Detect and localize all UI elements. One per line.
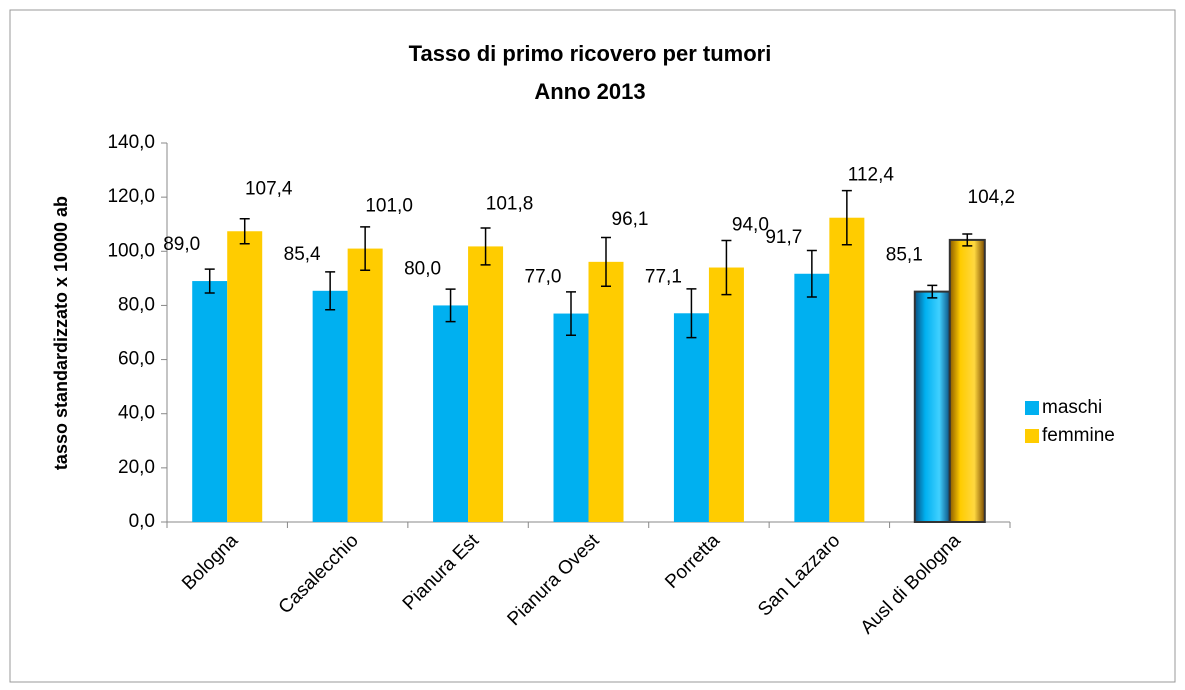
error-bar bbox=[445, 288, 456, 323]
error-bar bbox=[927, 284, 938, 299]
bar bbox=[673, 313, 709, 522]
data-label: 96,1 bbox=[612, 209, 649, 230]
bar bbox=[192, 281, 228, 522]
legend-label: femmine bbox=[1042, 425, 1115, 446]
error-bar bbox=[962, 233, 973, 247]
data-label: 94,0 bbox=[732, 215, 769, 236]
bar bbox=[588, 261, 624, 522]
error-bar bbox=[360, 226, 371, 271]
error-bar bbox=[841, 189, 852, 246]
bar bbox=[312, 290, 348, 522]
legend-label: maschi bbox=[1042, 397, 1102, 418]
bar bbox=[948, 238, 986, 523]
bar bbox=[794, 273, 830, 522]
bar bbox=[468, 246, 504, 523]
error-bar bbox=[806, 249, 817, 298]
error-bar bbox=[480, 227, 491, 266]
bar bbox=[708, 267, 744, 522]
y-tick-label: 20,0 bbox=[118, 457, 155, 478]
y-tick-label: 140,0 bbox=[107, 132, 155, 153]
error-bar bbox=[239, 218, 250, 245]
y-tick-label: 40,0 bbox=[118, 403, 155, 424]
y-axis-label: tasso standardizzato x 10000 ab bbox=[51, 196, 71, 470]
y-tick-label: 120,0 bbox=[107, 186, 155, 207]
data-label: 107,4 bbox=[245, 178, 293, 199]
bar bbox=[347, 248, 383, 523]
y-tick-label: 60,0 bbox=[118, 349, 155, 370]
data-label: 89,0 bbox=[163, 234, 200, 255]
error-bar bbox=[721, 239, 732, 296]
data-label: 80,0 bbox=[404, 258, 441, 279]
data-label: 112,4 bbox=[848, 165, 895, 186]
bar bbox=[553, 313, 589, 522]
bar bbox=[829, 217, 865, 522]
data-label: 85,4 bbox=[284, 244, 321, 265]
bar bbox=[433, 305, 469, 522]
chart-title: Tasso di primo ricovero per tumori bbox=[409, 41, 772, 66]
error-bar bbox=[204, 268, 215, 294]
legend-swatch bbox=[1025, 401, 1039, 415]
bar bbox=[227, 231, 263, 522]
data-label: 101,8 bbox=[486, 193, 534, 214]
y-tick-label: 80,0 bbox=[118, 294, 155, 315]
y-tick-label: 0,0 bbox=[129, 511, 155, 532]
error-bar bbox=[601, 236, 611, 287]
error-bar bbox=[566, 291, 576, 336]
data-label: 104,2 bbox=[968, 187, 1016, 208]
chart-subtitle: Anno 2013 bbox=[534, 79, 645, 104]
data-label: 77,1 bbox=[645, 266, 682, 287]
data-label: 77,0 bbox=[525, 267, 562, 288]
y-tick-label: 100,0 bbox=[107, 240, 155, 261]
data-label: 101,0 bbox=[365, 196, 413, 217]
data-label: 91,7 bbox=[765, 227, 802, 248]
data-label: 85,1 bbox=[886, 245, 923, 266]
bar bbox=[913, 290, 951, 523]
legend-swatch bbox=[1025, 429, 1039, 443]
error-bar bbox=[686, 288, 697, 339]
error-bar bbox=[325, 271, 336, 311]
